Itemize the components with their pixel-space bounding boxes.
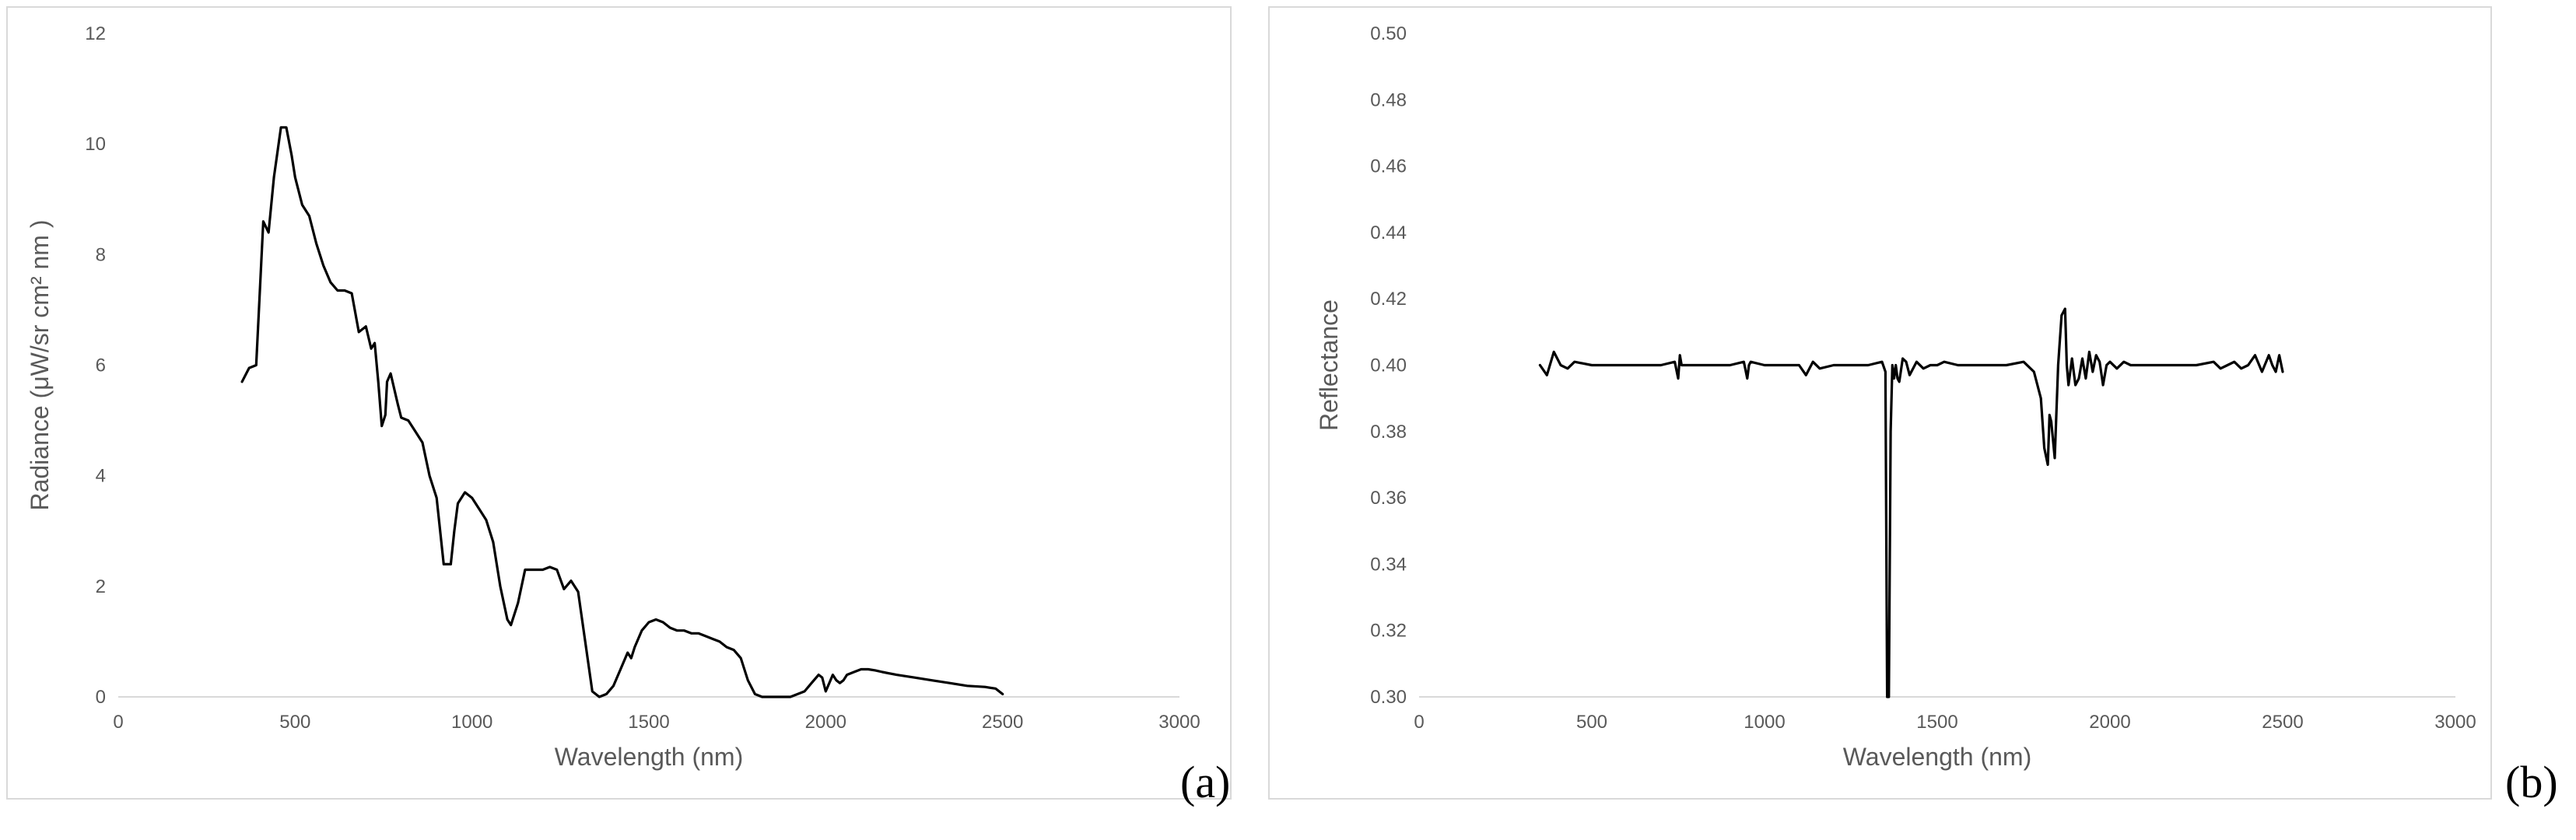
x-tick-label: 1500 [628,712,669,733]
y-axis-title: Reflectance [1315,299,1343,431]
x-tick-label: 2000 [805,712,846,733]
series-line [1538,307,2284,698]
x-tick-label: 2500 [982,712,1023,733]
reflectance-chart: 0 500 1000 1500 2000 2500 3000 0.30 0.32 0.34 0.36… [1315,23,2476,771]
y-tick-label: 4 [96,466,106,487]
y-tick-label: 0.30 [1370,687,1407,708]
y-tick-label: 0 [96,687,106,708]
chart-panel-b: 0 500 1000 1500 2000 2500 3000 0.30 0.32 0.34 0.36… [1268,6,2492,800]
y-tick-label: 8 [96,244,106,265]
y-tick-label: 12 [85,23,106,44]
y-tick-label: 6 [96,355,106,376]
x-tick-label: 1500 [1916,712,1957,733]
x-tick-label: 2000 [2089,712,2130,733]
y-tick-label: 0.48 [1370,89,1407,110]
chart-panel-a: 0 500 1000 1500 2000 2500 3000 0 2 4 6 8 10 12 Wavelen… [6,6,1232,800]
y-tick-label: 0.32 [1370,621,1407,642]
panel-label-a: (a) [1180,757,1231,807]
y-axis-title: Radiance (μW/sr cm² nm ) [26,219,54,510]
series-line [240,126,1004,698]
y-tick-label: 10 [85,134,106,155]
x-tick-label: 1000 [451,712,492,733]
x-axis-title: Wavelength (nm) [1843,743,2031,771]
y-tick-label: 0.46 [1370,156,1407,177]
x-tick-label: 3000 [2434,712,2476,733]
x-tick-label: 500 [279,712,310,733]
x-tick-label: 3000 [1158,712,1200,733]
x-tick-label: 1000 [1744,712,1785,733]
y-tick-label: 2 [96,576,106,597]
panel-label-b: (b) [2505,757,2558,807]
y-tick-label: 0.36 [1370,488,1407,509]
y-tick-label: 0.44 [1370,222,1407,243]
y-tick-label: 0.34 [1370,554,1407,575]
x-tick-label: 2500 [2262,712,2303,733]
x-tick-label: 0 [113,712,123,733]
y-tick-label: 0.40 [1370,355,1407,376]
x-tick-label: 500 [1576,712,1607,733]
x-tick-label: 0 [1414,712,1424,733]
y-tick-label: 0.50 [1370,23,1407,44]
y-tick-label: 0.38 [1370,422,1407,443]
radiance-chart: 0 500 1000 1500 2000 2500 3000 0 2 4 6 8 10 12 Wavelen… [26,23,1200,771]
y-tick-label: 0.42 [1370,289,1407,310]
x-axis-title: Wavelength (nm) [555,743,743,771]
